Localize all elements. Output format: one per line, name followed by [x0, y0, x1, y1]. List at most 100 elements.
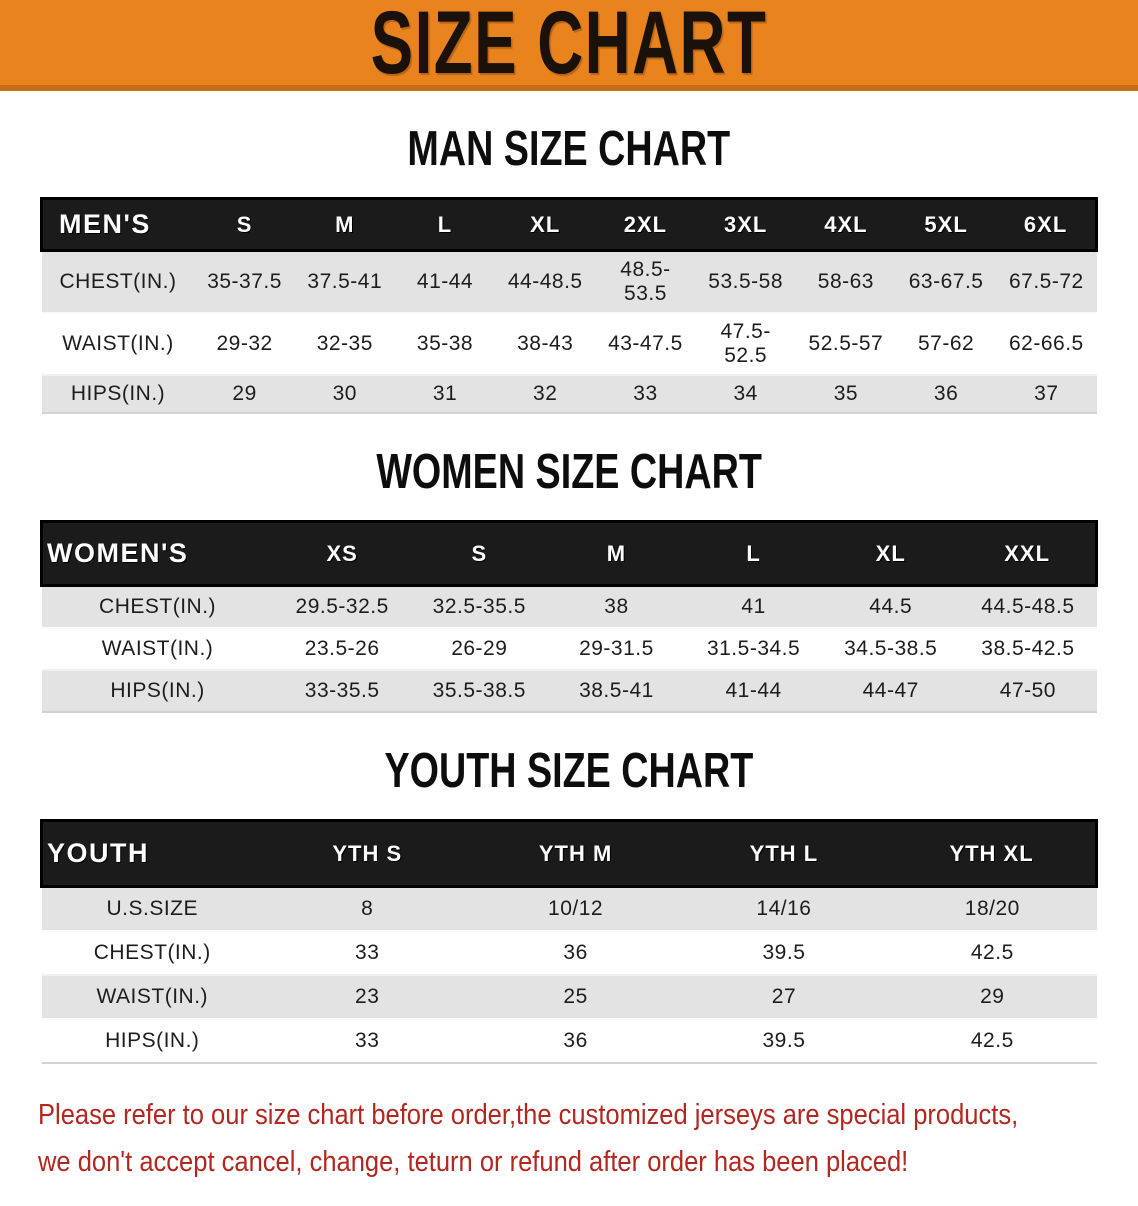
header-row: MEN'S S M L XL 2XL 3XL 4XL 5XL 6XL — [41, 198, 1097, 251]
size-value: 30 — [332, 382, 357, 405]
size-value: 32 — [533, 382, 558, 405]
size-column-header: XXL — [959, 521, 1097, 586]
size-column-header: 6XL — [996, 198, 1097, 251]
size-value: 29.5-32.5 — [295, 595, 389, 618]
size-value: 33-35.5 — [304, 679, 380, 702]
size-value: 53.5-58 — [708, 270, 784, 293]
size-value: 36 — [563, 941, 588, 964]
size-value: 32.5-35.5 — [432, 595, 526, 618]
size-value: 27 — [771, 985, 797, 1008]
table-row: WAIST(IN.) 23 25 27 29 — [41, 975, 1097, 1019]
size-value: 57-62 — [918, 332, 975, 355]
size-value: 29-32 — [216, 332, 273, 355]
size-column-header: YTH L — [679, 820, 889, 887]
size-value: 35 — [833, 382, 859, 405]
size-value: 29-31.5 — [579, 637, 654, 660]
size-value: 38 — [604, 595, 629, 618]
section-heading-text: WOMEN SIZE CHART — [376, 443, 762, 499]
size-value: 31.5-34.5 — [706, 637, 801, 660]
table-header-label: MEN'S — [41, 198, 195, 251]
row-label: WAIST(IN.) — [96, 985, 209, 1008]
section-heading-women: WOMEN SIZE CHART — [0, 443, 1138, 499]
size-value: 35-37.5 — [207, 270, 282, 293]
size-value: 33 — [633, 382, 658, 405]
disclaimer: Please refer to our size chart before or… — [38, 1092, 1138, 1186]
size-value: 34.5-38.5 — [844, 637, 938, 660]
size-column-header: YTH M — [471, 820, 680, 887]
size-column-header: M — [547, 521, 686, 586]
size-value: 42.5 — [970, 1029, 1014, 1052]
size-value: 8 — [361, 897, 374, 920]
size-value: 23.5-26 — [304, 637, 380, 660]
size-value: 48.5-53.5 — [620, 258, 671, 305]
size-section-man: MAN SIZE CHART MEN'S S M L XL 2XL 3XL 4XL 5XL 6XL C… — [0, 120, 1138, 414]
size-value: 32-35 — [316, 332, 373, 355]
youth-size-table: YOUTH YTH S YTH M YTH L YTH XL U.S.SIZE 8 10/12… — [40, 819, 1098, 1064]
size-value: 58-63 — [817, 270, 874, 293]
size-column-header: M — [294, 198, 395, 251]
size-value: 34 — [733, 382, 758, 405]
section-heading-text: YOUTH SIZE CHART — [384, 742, 754, 798]
size-value: 33 — [355, 1029, 380, 1052]
size-value: 47.5-52.5 — [720, 320, 771, 367]
size-value: 41-44 — [416, 270, 474, 293]
size-column-header: 5XL — [896, 198, 997, 251]
size-section-women: WOMEN SIZE CHART WOMEN'S XS S M L XL XXL CHEST(I… — [0, 443, 1138, 713]
table-row: CHEST(IN.) 35-37.5 37.5-41 41-44 44-48.5 48.5… — [41, 250, 1097, 313]
size-value: 43-47.5 — [608, 332, 683, 355]
size-value: 10/12 — [548, 897, 604, 920]
size-value: 36 — [933, 382, 959, 405]
size-value: 14/16 — [756, 897, 812, 920]
row-label: CHEST(IN.) — [59, 270, 177, 293]
size-section-youth: YOUTH SIZE CHART YOUTH YTH S YTH M YTH L YTH … — [0, 742, 1138, 1064]
size-value: 67.5-72 — [1008, 270, 1084, 293]
banner: SIZE CHART — [0, 0, 1138, 91]
disclaimer-line-2: we don't accept cancel, change, teturn o… — [38, 1145, 909, 1178]
section-heading-text: MAN SIZE CHART — [407, 120, 731, 176]
row-label: WAIST(IN.) — [101, 637, 214, 660]
disclaimer-line-1: Please refer to our size chart before or… — [38, 1099, 1019, 1131]
size-value: 44-48.5 — [507, 270, 583, 293]
table-row: HIPS(IN.) 29 30 31 32 33 34 35 36 37 — [41, 375, 1097, 413]
size-value: 38-43 — [517, 332, 574, 355]
size-value: 52.5-57 — [808, 332, 884, 355]
size-column-header: YTH S — [263, 820, 472, 887]
size-value: 35.5-38.5 — [432, 679, 526, 702]
size-column-header: L — [394, 198, 496, 251]
size-value: 38.5-42.5 — [981, 637, 1075, 660]
table-row: CHEST(IN.) 29.5-32.5 32.5-35.5 38 41 44.5 44.5… — [41, 585, 1097, 628]
man-size-table: MEN'S S M L XL 2XL 3XL 4XL 5XL 6XL CHEST(IN.) 35-37… — [40, 197, 1098, 414]
size-column-header: XS — [273, 521, 411, 586]
row-label: WAIST(IN.) — [62, 332, 174, 355]
size-value: 42.5 — [970, 941, 1014, 964]
page-title: SIZE CHART — [370, 0, 768, 93]
size-column-header: 3XL — [695, 198, 796, 251]
size-value: 33 — [355, 941, 380, 964]
size-value: 35-38 — [416, 332, 474, 355]
section-heading-man: MAN SIZE CHART — [0, 120, 1138, 176]
size-value: 44.5-48.5 — [981, 595, 1075, 618]
size-value: 44-47 — [862, 679, 919, 702]
header-row: YOUTH YTH S YTH M YTH L YTH XL — [41, 820, 1097, 887]
header-row: WOMEN'S XS S M L XL XXL — [41, 521, 1097, 586]
table-row: WAIST(IN.) 29-32 32-35 35-38 38-43 43-47.5 47.… — [41, 313, 1097, 375]
table-row: WAIST(IN.) 23.5-26 26-29 29-31.5 31.5-34.5 34… — [41, 628, 1097, 670]
size-column-header: 4XL — [795, 198, 896, 251]
size-column-header: L — [685, 521, 823, 586]
size-value: 44.5 — [869, 595, 913, 618]
size-value: 47-50 — [999, 679, 1056, 702]
row-label: HIPS(IN.) — [110, 679, 205, 702]
size-value: 25 — [563, 985, 588, 1008]
row-label: HIPS(IN.) — [70, 382, 166, 405]
size-value: 63-67.5 — [908, 270, 984, 293]
table-header-label: WOMEN'S — [41, 521, 274, 586]
size-column-header: XL — [822, 521, 960, 586]
size-value: 29 — [980, 985, 1005, 1008]
size-value: 36 — [563, 1029, 588, 1052]
table-row: U.S.SIZE 8 10/12 14/16 18/20 — [41, 886, 1097, 931]
sections: MAN SIZE CHART MEN'S S M L XL 2XL 3XL 4XL 5XL 6XL C… — [0, 120, 1138, 1064]
size-value: 37.5-41 — [307, 270, 383, 293]
size-value: 23 — [355, 985, 380, 1008]
size-value: 31 — [432, 382, 458, 405]
